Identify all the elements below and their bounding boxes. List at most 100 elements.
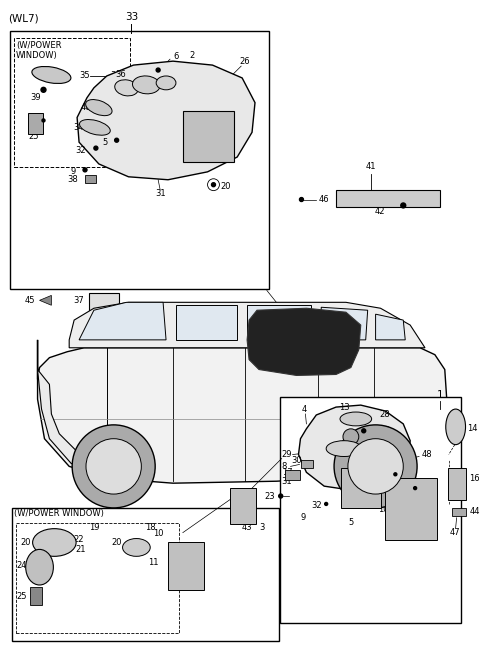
Circle shape [324, 503, 328, 505]
Bar [301, 461, 313, 468]
Polygon shape [37, 370, 107, 476]
Text: 11: 11 [148, 558, 158, 567]
Text: 20: 20 [111, 538, 122, 547]
Ellipse shape [340, 412, 372, 426]
Text: 27: 27 [366, 432, 376, 442]
Text: 9: 9 [71, 167, 76, 176]
Circle shape [394, 473, 397, 476]
Ellipse shape [334, 425, 417, 508]
Text: 31: 31 [282, 476, 292, 486]
Text: 25: 25 [29, 132, 39, 141]
Polygon shape [77, 61, 255, 180]
Text: 5: 5 [348, 519, 353, 527]
Text: 5: 5 [449, 484, 454, 493]
Ellipse shape [348, 439, 403, 494]
Text: 43: 43 [242, 523, 252, 532]
Bar [280, 397, 461, 622]
Polygon shape [176, 305, 237, 340]
Polygon shape [375, 314, 405, 340]
Text: 16: 16 [469, 474, 480, 483]
Text: 36: 36 [115, 70, 126, 80]
Bar [16, 522, 179, 634]
Text: 26: 26 [240, 57, 251, 66]
Text: 1: 1 [436, 390, 443, 400]
Polygon shape [69, 302, 425, 348]
Bar [28, 113, 44, 134]
Circle shape [83, 168, 87, 172]
Bar [341, 468, 381, 508]
Polygon shape [79, 302, 166, 340]
Polygon shape [247, 308, 361, 376]
Bar [10, 30, 269, 290]
Bar [336, 190, 440, 207]
Ellipse shape [26, 549, 53, 585]
Text: 41: 41 [365, 163, 376, 171]
Text: (WL7): (WL7) [8, 14, 38, 24]
Bar [12, 508, 279, 642]
Text: 32: 32 [311, 501, 322, 511]
Text: 45: 45 [24, 296, 35, 305]
Text: 6: 6 [173, 52, 179, 61]
Text: 24: 24 [16, 561, 27, 570]
Text: WINDOW): WINDOW) [16, 51, 58, 60]
Bar [89, 293, 119, 313]
Ellipse shape [33, 528, 76, 556]
Text: 35: 35 [79, 72, 90, 80]
Polygon shape [37, 340, 447, 483]
Text: 37: 37 [74, 296, 84, 305]
Text: 25: 25 [16, 592, 27, 601]
Text: 38: 38 [68, 175, 79, 184]
Text: 29: 29 [282, 450, 292, 459]
Circle shape [401, 203, 406, 208]
Bar [85, 175, 96, 183]
Bar [30, 587, 41, 605]
Ellipse shape [72, 425, 155, 508]
Text: 13: 13 [339, 403, 349, 412]
Text: 10: 10 [378, 505, 389, 515]
Circle shape [212, 183, 216, 187]
Text: 14: 14 [468, 424, 478, 434]
Text: 28: 28 [380, 409, 390, 418]
Text: 40: 40 [81, 103, 91, 112]
Text: 34: 34 [111, 72, 121, 80]
Text: 42: 42 [374, 207, 385, 216]
Bar [285, 470, 300, 480]
Text: 21: 21 [76, 545, 86, 554]
Bar [452, 508, 466, 516]
Text: 22: 22 [74, 535, 84, 544]
Bar [448, 468, 466, 500]
Text: 4: 4 [302, 405, 307, 414]
Text: 39: 39 [30, 93, 41, 102]
Ellipse shape [326, 441, 362, 457]
Text: 10: 10 [153, 529, 163, 538]
Polygon shape [321, 307, 368, 340]
Text: 19: 19 [89, 523, 99, 532]
Circle shape [41, 88, 46, 92]
Text: 48: 48 [421, 450, 432, 459]
Circle shape [279, 494, 283, 498]
Ellipse shape [446, 409, 466, 445]
Ellipse shape [122, 538, 150, 556]
Text: 20: 20 [220, 182, 230, 191]
Text: (W/POWER: (W/POWER [16, 41, 61, 50]
Circle shape [414, 487, 417, 490]
Text: 9: 9 [301, 513, 306, 522]
Text: 18: 18 [145, 523, 156, 532]
Text: 44: 44 [469, 507, 480, 517]
Ellipse shape [85, 99, 112, 116]
Circle shape [156, 68, 160, 72]
Bar [14, 38, 131, 167]
Text: 6: 6 [401, 470, 406, 479]
Text: 30: 30 [291, 456, 302, 465]
Bar [168, 542, 204, 590]
Ellipse shape [343, 429, 359, 445]
Text: 31: 31 [155, 189, 166, 198]
Text: 7: 7 [384, 426, 389, 436]
Circle shape [115, 138, 119, 142]
Text: 2: 2 [189, 51, 194, 60]
Text: 34: 34 [74, 123, 84, 132]
Ellipse shape [156, 76, 176, 89]
Text: 32: 32 [76, 145, 86, 155]
Ellipse shape [132, 76, 160, 94]
Text: 33: 33 [125, 12, 138, 22]
